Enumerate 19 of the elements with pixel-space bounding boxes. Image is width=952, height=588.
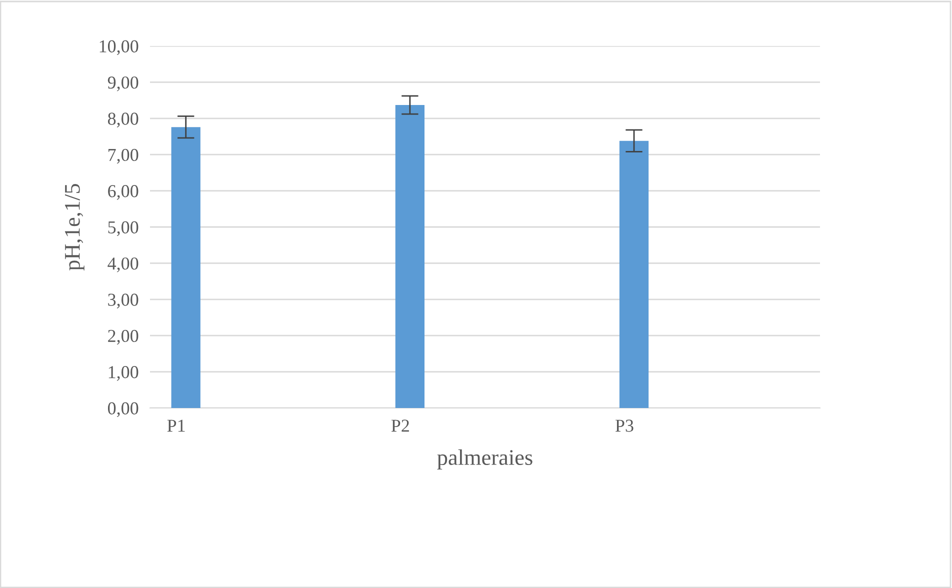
y-tick-label: 2,00 [108, 330, 138, 345]
y-tick-label: 4,00 [108, 257, 138, 272]
y-tick-label: 5,00 [108, 221, 138, 236]
y-tick-label: 8,00 [108, 112, 138, 128]
y-tick-label: 0,00 [108, 402, 138, 418]
bar [395, 105, 424, 408]
bar [171, 127, 200, 408]
y-axis-title: pH,1e,1/5 [64, 184, 84, 270]
y-tick-label: 7,00 [108, 148, 138, 164]
y-tick-label: 1,00 [108, 366, 138, 381]
x-tick-label: P1 [167, 420, 185, 432]
x-tick-label: P3 [615, 420, 634, 432]
y-tick-label: 9,00 [108, 76, 138, 92]
y-tick-label: 10,00 [100, 40, 138, 56]
x-axis-title: palmeraies [437, 449, 532, 470]
y-tick-label: 6,00 [108, 185, 138, 200]
x-tick-label: P2 [391, 420, 409, 432]
y-tick-label: 3,00 [108, 294, 138, 308]
bar [619, 140, 649, 408]
